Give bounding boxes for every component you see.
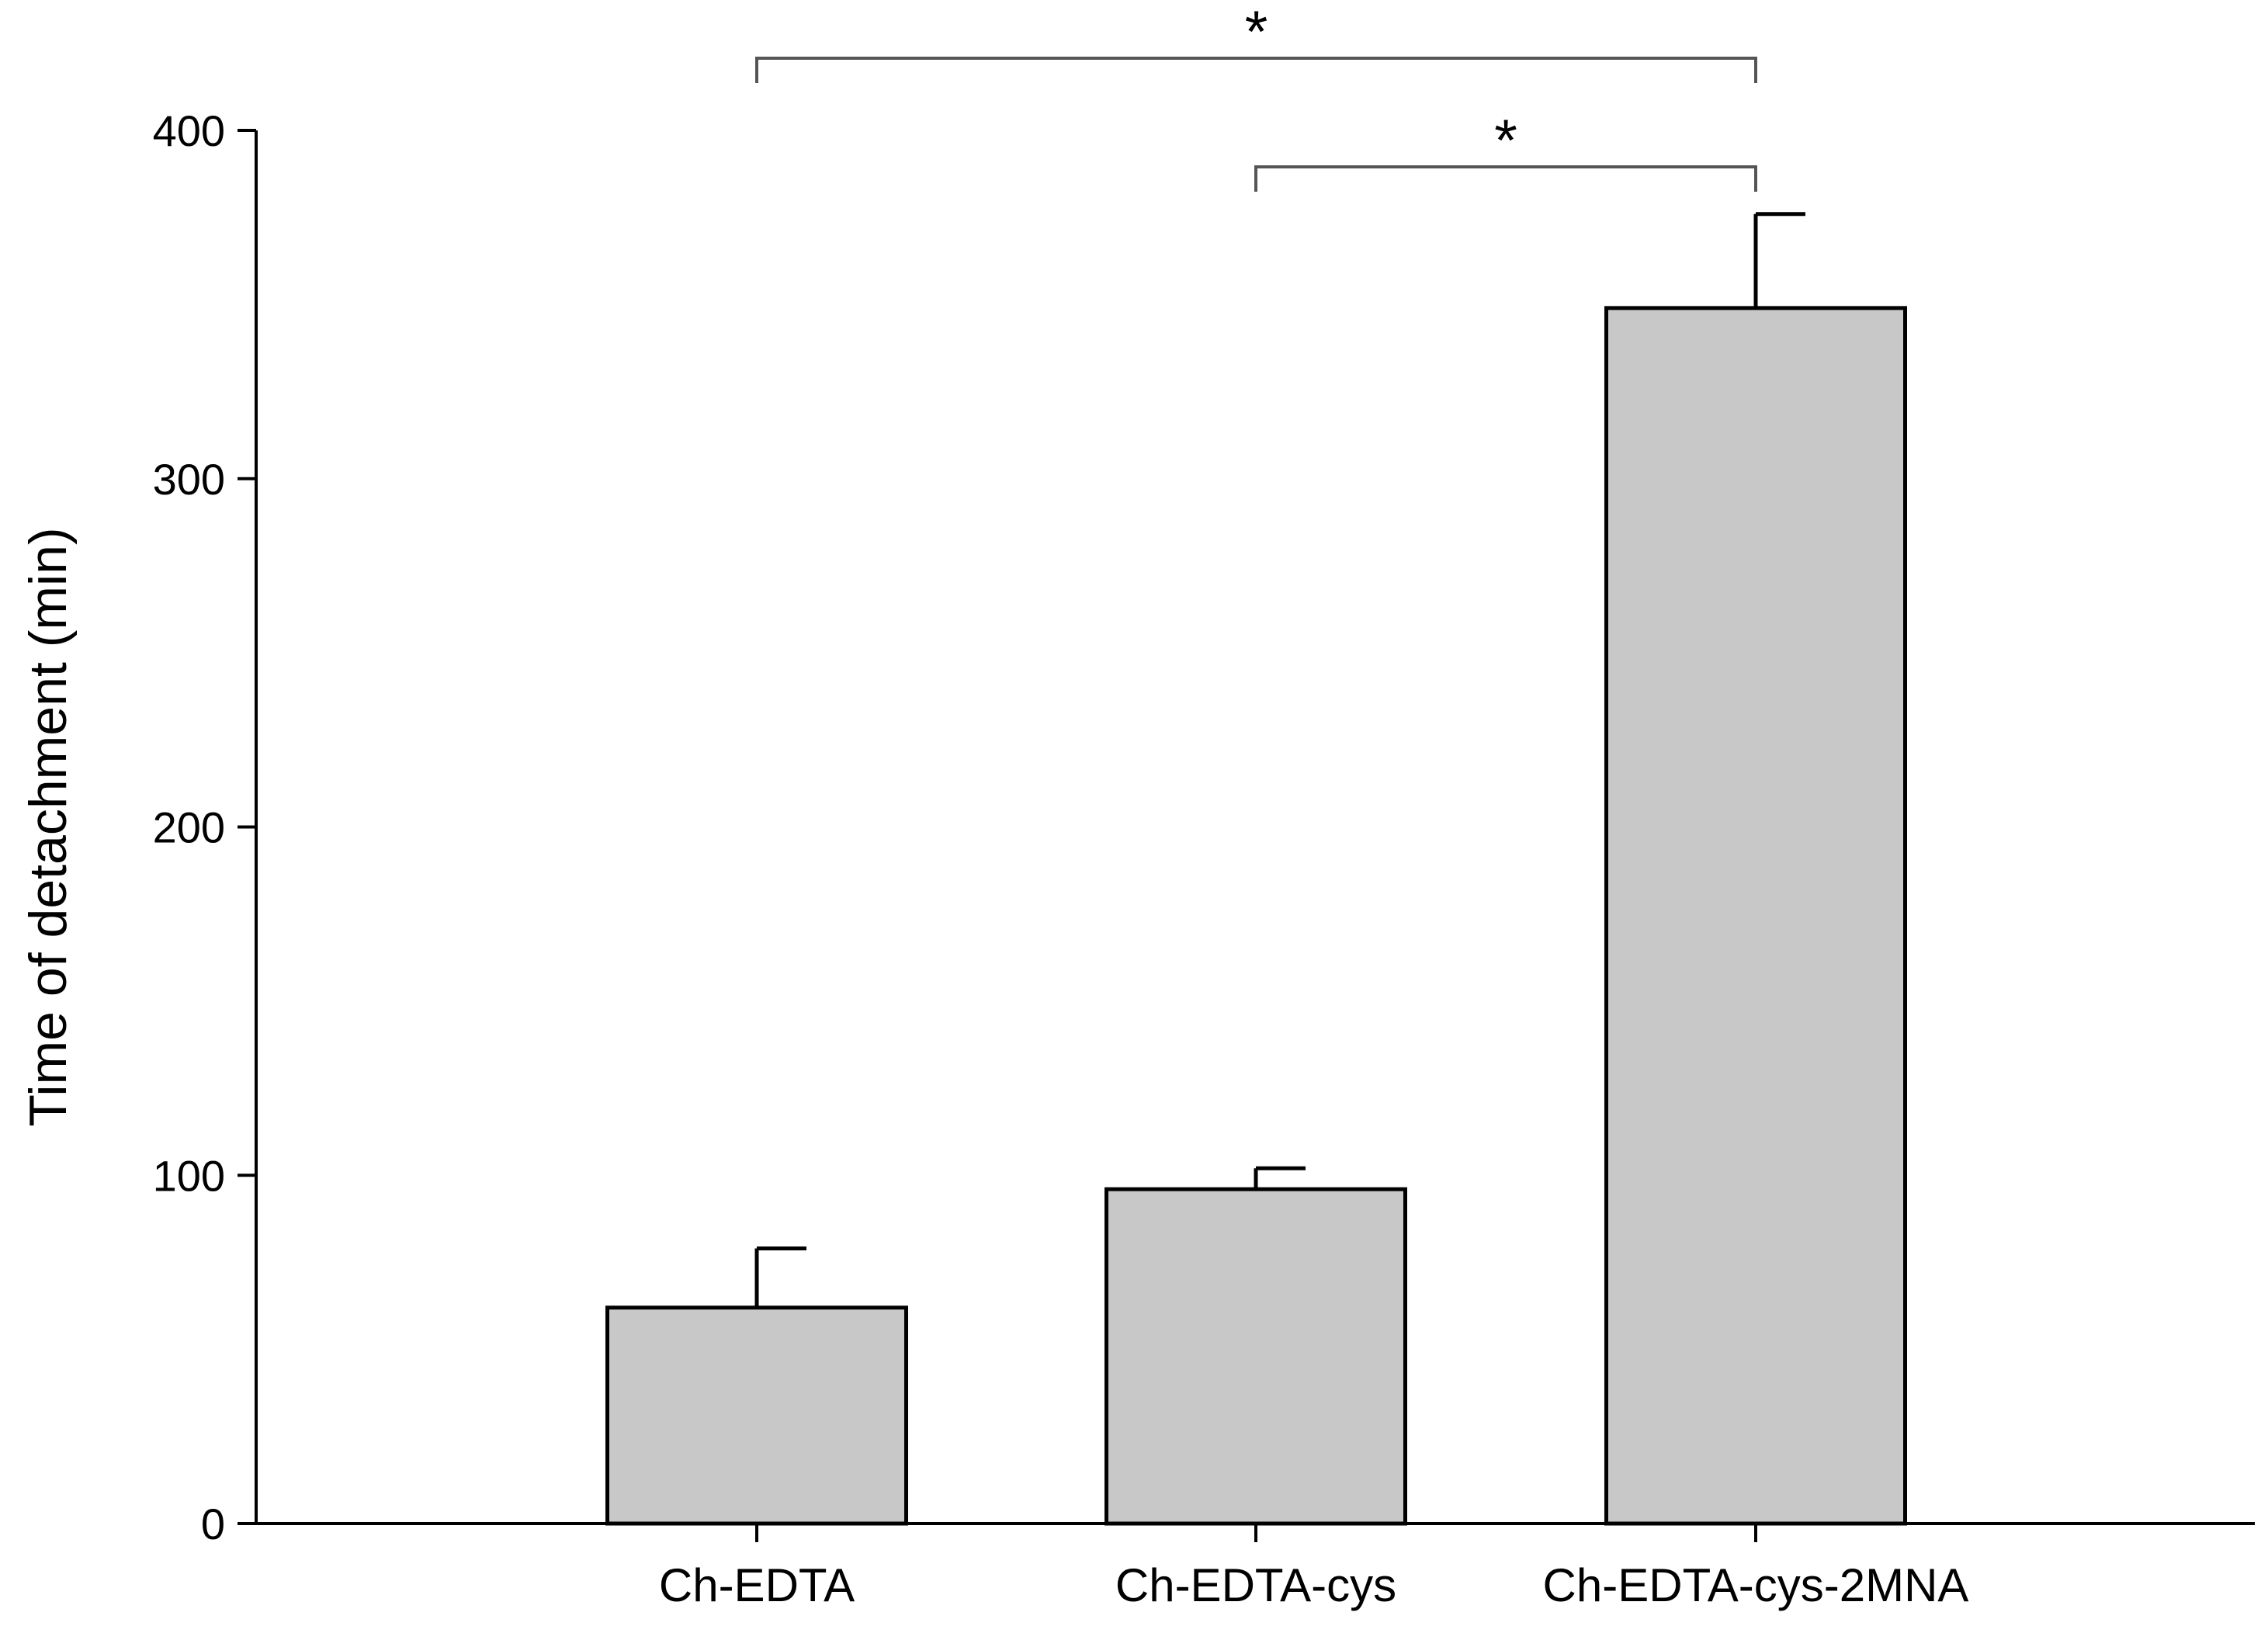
significance-bracket-1 — [755, 57, 1757, 83]
significance-star-2: * — [1494, 108, 1517, 174]
x-tick-label-1: Ch-EDTA — [659, 1559, 855, 1611]
x-tick-label-2: Ch-EDTA-cys — [1115, 1559, 1396, 1611]
x-tick-label-3: Ch-EDTA-cys-2MNA — [1543, 1559, 1969, 1611]
y-axis-title: Time of detachment (min) — [19, 527, 78, 1126]
bars — [605, 306, 1907, 1526]
axes: 0 100 200 300 400 Ch-EDTA Ch-EDTA-cys Ch-EDTA-c… — [153, 106, 2255, 1611]
y-tick-label-400: 400 — [153, 106, 225, 155]
bar-3 — [1604, 306, 1907, 1526]
significance-brackets: ** — [755, 0, 1757, 192]
significance-bracket-2 — [1254, 165, 1757, 192]
y-tick-label-300: 300 — [153, 455, 225, 504]
bar-2 — [1105, 1187, 1407, 1526]
significance-star-1: * — [1245, 0, 1268, 65]
y-tick-label-100: 100 — [153, 1151, 225, 1200]
y-tick-label-0: 0 — [201, 1500, 225, 1548]
error-bars — [754, 212, 1805, 1308]
bar-1 — [605, 1305, 908, 1526]
y-tick-label-200: 200 — [153, 803, 225, 852]
